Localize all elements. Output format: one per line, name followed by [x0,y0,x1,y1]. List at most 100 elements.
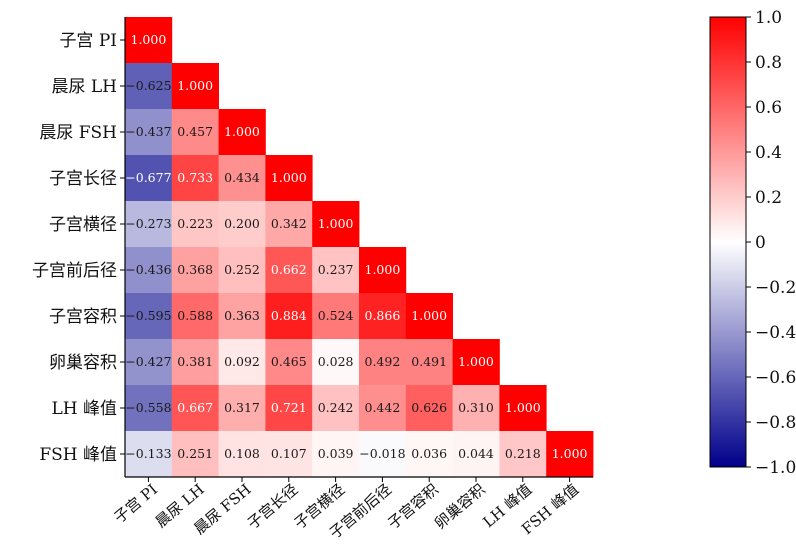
heatmap-cell [218,155,266,202]
cell-value-label: 1.000 [458,354,494,369]
row-label: 晨尿 LH [51,77,117,97]
cell-value-label: 1.000 [271,170,307,185]
heatmap-cell [125,247,173,294]
cell-value-label: −0.133 [125,446,171,461]
cell-value-label: 0.368 [177,262,213,277]
row-label: FSH 峰值 [39,445,117,465]
colorbar-tick-label: 0.2 [755,188,782,208]
cell-value-label: −0.436 [125,262,171,277]
heatmap-cell [125,431,173,478]
colorbar-tick-label: 0.8 [755,53,782,73]
heatmap-cell [218,385,266,432]
heatmap-cell [405,385,453,432]
cell-value-label: −0.018 [359,446,405,461]
cell-value-label: 0.218 [505,446,541,461]
row-label: 晨尿 FSH [39,123,117,143]
axes [120,17,593,482]
heatmap-cell [125,17,173,64]
cell-value-label: −0.437 [125,124,171,139]
heatmap-cell [499,385,547,432]
cell-value-label: 0.884 [271,308,307,323]
heatmap-cell [125,201,173,248]
cell-value-label: 0.491 [411,354,447,369]
heatmap-cell [312,385,360,432]
heatmap-cell [452,339,500,386]
heatmap-cell [218,339,266,386]
column-label: 子宫容积 [384,480,442,532]
cell-value-label: 0.242 [318,400,354,415]
cell-value-label: 0.457 [177,124,213,139]
cell-value-label: 0.492 [365,354,401,369]
heatmap-cell [359,293,407,340]
column-label: 卵巢容积 [431,480,489,532]
cell-value-label: 0.310 [458,400,494,415]
cell-value-label: 0.092 [224,354,260,369]
row-label: 子宫前后径 [32,261,117,281]
cell-value-label: 0.626 [411,400,447,415]
colorbar-tick-label: −1.0 [755,458,796,478]
cell-value-label: −0.595 [125,308,171,323]
row-label: 卵巢容积 [49,353,117,373]
heatmap-cell [359,339,407,386]
cell-value-label: 0.108 [224,446,260,461]
colorbar-tick-label: 0 [755,233,766,253]
cell-value-label: −0.273 [125,216,171,231]
heatmap-cell [125,63,173,110]
cell-value-label: 0.721 [271,400,307,415]
colorbar-tick-label: −0.8 [755,413,796,433]
heatmap-cell [218,109,266,156]
colorbar: 1.0 0.8 0.6 0.4 0.2 0 −0.2 −0.4 −0.6 −0.8 −1.0 [709,8,796,478]
heatmap-cell [359,431,407,478]
cell-value-label: 1.000 [552,446,588,461]
row-label: 子宫 PI [59,31,117,51]
colorbar-tick-label: 0.6 [755,98,782,118]
cell-value-label: 0.039 [318,446,354,461]
cell-value-label: −0.427 [125,354,171,369]
heatmap-cell [125,109,173,156]
heatmap-cell [265,385,313,432]
heatmap-cells: 1.000 −0.625 1.000 −0.437 0.457 1.000 −0.677 0.… [125,17,594,478]
cell-value-label: 0.588 [177,308,213,323]
row-label: 子宫容积 [49,307,117,327]
cell-value-label: 0.866 [365,308,401,323]
cell-value-label: 0.317 [224,400,260,415]
heatmap-cell [312,201,360,248]
cell-value-label: 0.107 [271,446,307,461]
colorbar-tick-label: 0.4 [755,143,782,163]
heatmap-cell [218,201,266,248]
heatmap-cell [265,247,313,294]
cell-value-label: −0.625 [125,78,171,93]
heatmap-cell [312,339,360,386]
cell-value-label: 0.465 [271,354,307,369]
cell-value-label: 0.223 [177,216,213,231]
cell-value-label: 0.363 [224,308,260,323]
cell-value-label: 0.733 [177,170,213,185]
row-label: LH 峰值 [51,399,117,419]
heatmap-cell [171,63,219,110]
heatmap-cell [171,109,219,156]
cell-value-label: 0.044 [458,446,494,461]
heatmap-cell [125,385,173,432]
heatmap-cell [218,247,266,294]
heatmap-cell [312,431,360,478]
cell-value-label: 1.000 [318,216,354,231]
colorbar-tick-label: −0.6 [755,368,796,388]
heatmap-cell [452,385,500,432]
cell-value-label: 1.000 [224,124,260,139]
cell-value-label: 0.381 [177,354,213,369]
cell-value-label: 0.036 [411,446,447,461]
heatmap-cell [312,293,360,340]
cell-value-label: 1.000 [411,308,447,323]
cell-value-label: 0.342 [271,216,307,231]
heatmap-cell [499,431,547,478]
heatmap-cell [405,293,453,340]
cell-value-label: 0.251 [177,446,213,461]
row-label: 子宫横径 [49,215,117,235]
heatmap-cell [312,247,360,294]
heatmap-cell [546,431,594,478]
heatmap-cell [265,431,313,478]
heatmap-cell [171,293,219,340]
cell-value-label: 0.524 [318,308,354,323]
heatmap-cell [171,431,219,478]
